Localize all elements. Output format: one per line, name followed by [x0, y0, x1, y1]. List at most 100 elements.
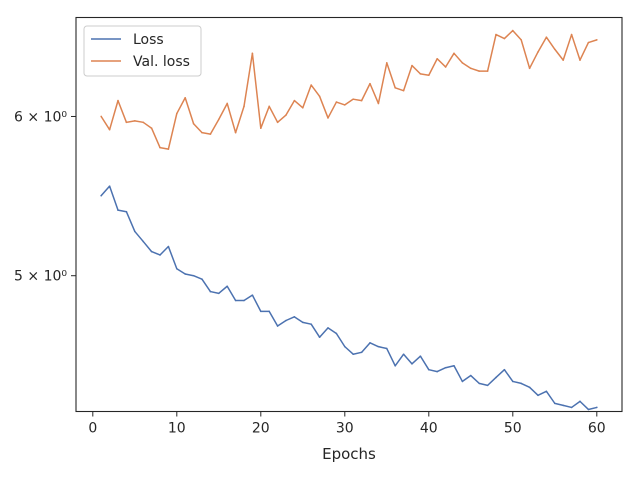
data-point: [100, 115, 102, 118]
data-point: [285, 319, 287, 322]
data-point: [360, 99, 363, 102]
y-axis-ticks: 5 × 10⁰ 6 × 10⁰: [14, 109, 76, 285]
x-tick-label: 60: [588, 421, 606, 437]
data-point: [176, 112, 178, 115]
data-point: [587, 41, 590, 44]
data-point: [596, 406, 598, 409]
data-point: [260, 310, 262, 313]
x-tick-label: 40: [420, 421, 438, 437]
data-point: [201, 278, 203, 281]
data-point: [436, 370, 439, 373]
data-point: [402, 353, 405, 356]
data-point: [293, 316, 296, 318]
data-point: [167, 245, 170, 248]
data-point: [234, 131, 237, 134]
data-point: [428, 74, 430, 77]
data-point: [545, 36, 548, 39]
data-point: [335, 101, 338, 103]
data-point: [310, 84, 313, 86]
data-point: [470, 67, 472, 70]
data-point: [184, 96, 186, 99]
x-tick-label: 20: [252, 421, 270, 437]
data-point: [461, 380, 464, 383]
data-point: [318, 95, 321, 98]
data-point: [142, 121, 144, 124]
data-point: [411, 64, 413, 67]
data-point: [377, 102, 380, 105]
data-point: [528, 67, 531, 70]
data-point: [167, 148, 170, 150]
data-point: [335, 332, 338, 335]
data-point: [117, 209, 119, 211]
data-point: [192, 274, 195, 277]
data-point: [402, 89, 405, 92]
data-point: [520, 382, 522, 385]
data-point: [369, 82, 371, 85]
data-point: [428, 368, 430, 371]
data-point: [554, 402, 556, 405]
data-point: [327, 117, 329, 119]
data-point: [243, 299, 245, 302]
data-point: [117, 99, 119, 102]
data-point: [218, 118, 220, 121]
data-point: [344, 104, 346, 106]
data-point: [150, 250, 153, 253]
data-point: [125, 121, 128, 124]
data-point: [226, 285, 228, 288]
data-point: [570, 406, 573, 409]
data-point: [327, 327, 329, 329]
data-point: [537, 51, 539, 53]
data-point: [318, 336, 321, 339]
data-point: [108, 185, 111, 187]
data-point: [453, 364, 455, 367]
data-point: [176, 267, 178, 270]
data-point: [184, 273, 186, 275]
data-point: [512, 29, 514, 32]
data-point: [419, 355, 422, 357]
data-point: [150, 127, 153, 129]
data-point: [512, 380, 514, 383]
y-tick-label: 6 × 10⁰: [14, 109, 67, 125]
data-point: [134, 120, 136, 122]
data-point: [545, 390, 548, 393]
data-point: [302, 321, 304, 324]
data-point: [562, 404, 564, 407]
data-point: [394, 364, 397, 367]
data-point: [276, 121, 279, 124]
data-point: [486, 384, 489, 387]
data-point: [251, 52, 254, 55]
data-point: [226, 102, 228, 105]
data-point: [444, 66, 447, 68]
data-point: [360, 351, 363, 354]
data-point: [386, 62, 388, 64]
data-point: [394, 87, 397, 89]
data-point: [276, 325, 279, 327]
data-point: [520, 39, 522, 41]
data-point: [377, 345, 380, 348]
x-tick-label: 10: [168, 421, 186, 437]
data-point: [596, 39, 598, 41]
data-point: [201, 131, 203, 134]
x-tick-label: 30: [336, 421, 354, 437]
legend-label: Val. loss: [133, 54, 190, 70]
data-point: [100, 194, 102, 197]
data-point: [528, 386, 531, 389]
data-point: [470, 374, 472, 377]
data-point: [142, 240, 144, 243]
data-point: [125, 210, 128, 213]
data-point: [503, 368, 506, 371]
data-point: [218, 292, 220, 295]
data-point: [411, 363, 413, 365]
data-point: [453, 52, 455, 55]
data-point: [579, 59, 581, 61]
x-tick-label: 0: [88, 421, 97, 437]
data-point: [310, 323, 313, 325]
data-point: [537, 394, 539, 397]
data-point: [251, 294, 254, 296]
series-line-loss: [100, 185, 598, 411]
data-point: [478, 70, 481, 72]
legend: Loss Val. loss: [83, 25, 202, 77]
legend-label: Loss: [133, 32, 164, 48]
data-point: [134, 230, 136, 233]
